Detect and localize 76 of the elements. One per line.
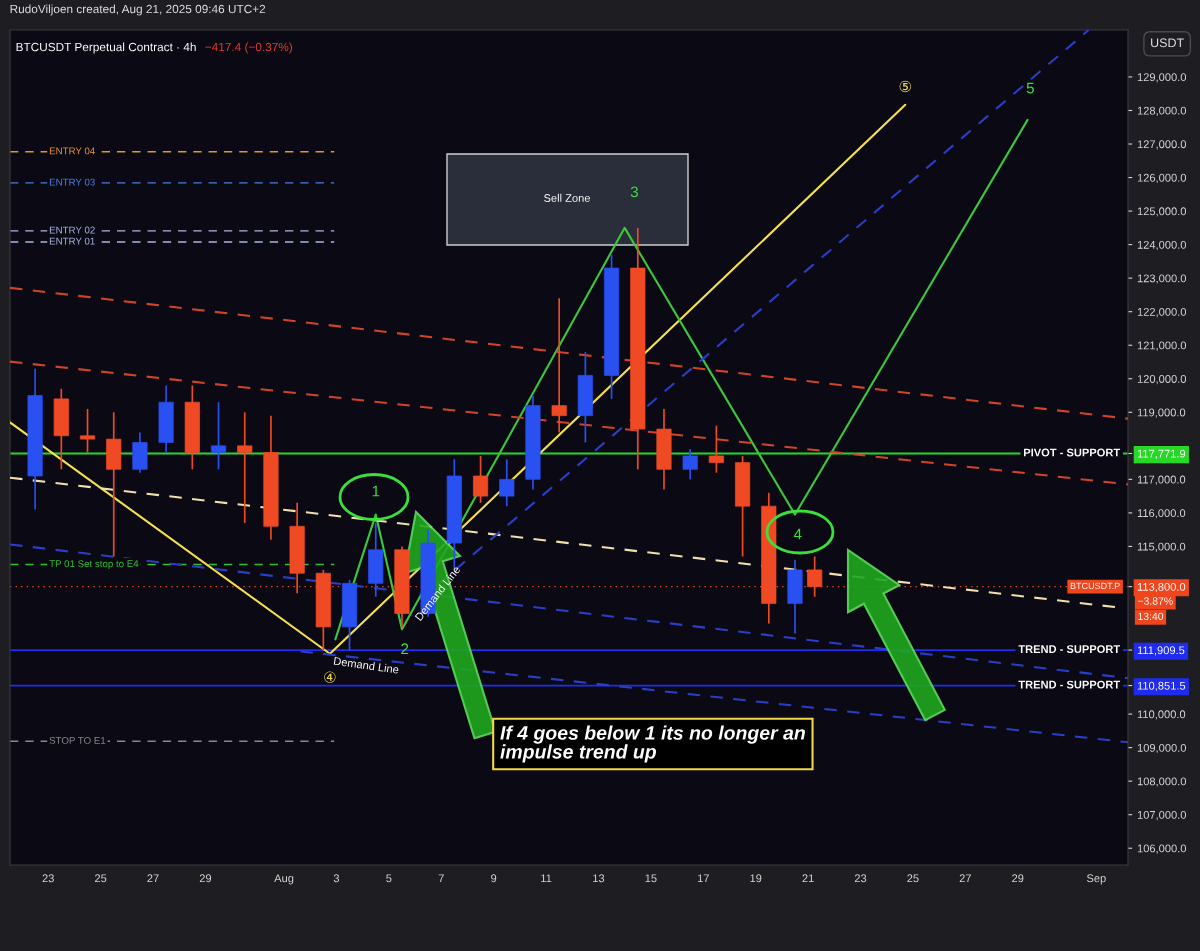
candlestick (473, 455, 489, 504)
x-tick-label: Aug (274, 874, 294, 885)
y-tick-label: 124,000.0 (1137, 240, 1187, 251)
text: RudoViljoen created, Aug 21, 2025 09:46 UTC+2 (10, 4, 266, 16)
annotation: Sell Zone (544, 193, 590, 202)
candlestick (708, 424, 724, 474)
x-tick-label: 27 (147, 874, 159, 883)
y-tick-label: 107,000.0 (1137, 810, 1187, 821)
ref-line-label: ENTRY 02 (49, 226, 95, 234)
y-tick-label: 128,000.0 (1137, 106, 1187, 116)
x-tick-label: 25 (907, 874, 919, 883)
ref-line-label: ENTRY 01 (49, 237, 95, 245)
annotation: If 4 goes below 1 its no longer an impulse trend up (500, 725, 805, 763)
x-tick-label: 19 (750, 874, 762, 883)
y-tick-label: 129,000.0 (1137, 73, 1187, 83)
text: BTCUSDT Perpetual Contract · 4h (16, 42, 196, 54)
y-tick-label: 111,909.5 (1137, 646, 1185, 656)
y-tick-label: 115,000.0 (1137, 542, 1186, 552)
y-tick-label: 127,000.0 (1137, 140, 1187, 150)
candlestick (499, 458, 515, 508)
ref-line-label: STOP TO E1 (49, 736, 106, 744)
y-tick-label: 110,851.5 (1137, 681, 1186, 691)
x-tick-label: 13 (593, 874, 605, 883)
x-tick-label: 29 (1012, 874, 1024, 883)
ref-line-label: PIVOT - SUPPORT (1023, 448, 1121, 457)
y-tick-label: 108,000.0 (1137, 777, 1187, 787)
annotation: Demand Line (333, 656, 399, 674)
x-tick-label: 27 (959, 874, 971, 883)
y-tick-label: 117,771.9 (1137, 449, 1186, 459)
y-tick-label: 117,000.0 (1137, 475, 1186, 485)
ref-line-label: ENTRY 03 (49, 178, 95, 186)
annotation: ⑤ (899, 80, 911, 93)
annotation: ④ (324, 671, 336, 683)
candlestick (682, 448, 698, 481)
y-tick-label: 113,800.0 (1137, 582, 1186, 593)
ref-line-label: ENTRY 04 (49, 147, 95, 155)
y-tick-label: 116,000.0 (1137, 509, 1186, 519)
candlestick (210, 401, 227, 471)
y-tick-label: 125,000.0 (1137, 207, 1187, 217)
y-tick-label: 106,000.0 (1137, 844, 1187, 854)
candlestick (79, 408, 96, 454)
candlestick (551, 297, 567, 434)
text: 13:40 (1138, 612, 1164, 621)
x-tick-label: 17 (697, 874, 709, 883)
x-tick-label: 29 (199, 874, 212, 883)
y-axis-title: USDT (1151, 38, 1184, 48)
y-tick-label: 119,000.0 (1137, 408, 1186, 418)
y-tick-label: 120,000.0 (1137, 375, 1187, 385)
ref-line-label: TP 01 Set stop to E4 (49, 560, 139, 570)
annotation: 3 (630, 186, 638, 198)
text: −417.4 (−0.37%) (205, 42, 293, 54)
x-tick-label: 21 (802, 874, 814, 883)
x-tick-label: 5 (386, 874, 392, 883)
text: −3.87% (1138, 597, 1173, 605)
x-tick-label: 15 (645, 874, 657, 883)
ref-line-label: TREND - SUPPORT (1018, 645, 1121, 654)
y-tick-label: 109,000.0 (1137, 743, 1187, 754)
x-tick-label: 11 (541, 874, 552, 883)
x-tick-label: 23 (854, 874, 867, 883)
x-tick-label: Sep (1086, 874, 1106, 885)
x-tick-label: 7 (438, 874, 444, 883)
candlestick (237, 411, 253, 524)
x-tick-label: 9 (491, 874, 497, 883)
y-tick-label: 123,000.0 (1137, 274, 1187, 284)
y-tick-label: 126,000.0 (1137, 173, 1187, 183)
y-tick-label: 110,000.0 (1137, 710, 1186, 720)
annotation: 5 (1026, 82, 1034, 94)
annotation: 4 (793, 528, 802, 540)
x-tick-label: 3 (333, 874, 340, 883)
ref-line-label: BTCUSDT.P (1070, 582, 1120, 590)
x-tick-label: 23 (42, 874, 54, 883)
y-tick-label: 122,000.0 (1137, 307, 1187, 318)
x-tick-label: 25 (95, 874, 107, 883)
y-tick-label: 121,000.0 (1137, 341, 1187, 351)
annotation: 1 (372, 485, 380, 497)
ref-line-label: TREND - SUPPORT (1018, 680, 1121, 689)
